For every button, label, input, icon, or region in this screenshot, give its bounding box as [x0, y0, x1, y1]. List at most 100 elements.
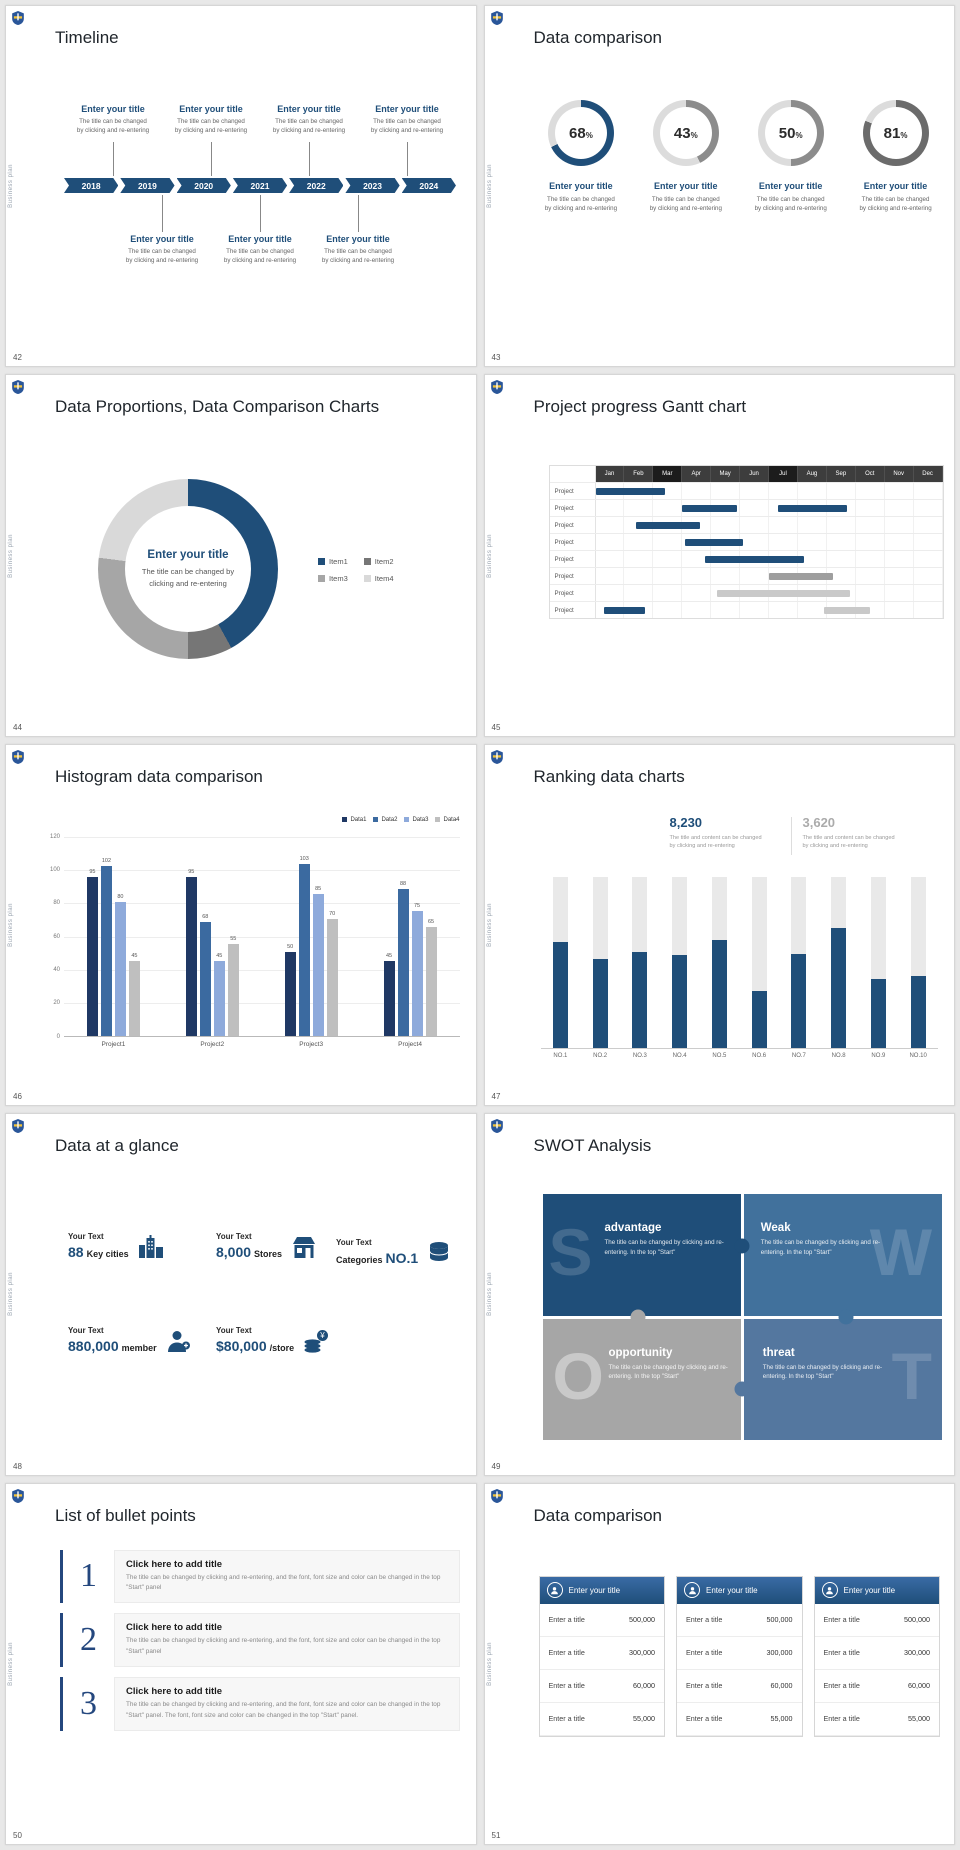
x-axis-label: Project4: [398, 1040, 422, 1048]
gantt-cell: [827, 585, 856, 602]
timeline-connector: [309, 142, 310, 176]
bar: 65: [425, 919, 437, 1036]
x-axis-label: Project3: [299, 1040, 324, 1048]
swot-word: advantage: [604, 1222, 662, 1235]
ranking-column: [739, 876, 779, 1048]
gantt-bar: [635, 522, 700, 530]
gantt-cell: [740, 483, 770, 500]
slide-title: List of bullet points: [55, 1505, 196, 1525]
timeline-entry: Enter your title The title can be changed…: [62, 104, 164, 136]
slide-48-data-at-a-glance[interactable]: Business plan Data at a glance Your Text…: [5, 1113, 477, 1476]
swot-body: The title can be changed by clicking and…: [762, 1363, 883, 1381]
brand-logo-icon: [12, 1119, 24, 1134]
gridline: [64, 903, 460, 905]
swot-body: The title can be changed by clicking and…: [760, 1239, 881, 1256]
bar-groups: 95 102 80 45 95 68 45 55 50 103 85 70 45 88 75 65: [64, 837, 460, 1036]
gantt-cell: [711, 517, 741, 534]
timeline-entry: Enter your title The title can be changed…: [356, 104, 458, 136]
gantt-month: Mar: [653, 466, 683, 483]
x-axis-labels: Project1 Project2 Project3 Project4: [64, 1041, 460, 1048]
gantt-cell: [711, 568, 741, 585]
progress-ring: 81%: [862, 100, 929, 166]
ring-caption-text: by clicking and re-entering: [859, 205, 932, 213]
stat-item: Your Text 88 Key cities: [68, 1232, 164, 1262]
timeline-entry-text: The title can be changed: [275, 118, 343, 125]
slide-42-timeline[interactable]: Business plan Timeline 2018 2019 2020 2021 2…: [5, 5, 477, 368]
slide-51-data-panels[interactable]: Business plan Data comparison Enter your…: [483, 1482, 955, 1845]
swot-word: threat: [762, 1346, 795, 1359]
ranking-label: NO.7: [791, 1052, 806, 1059]
gantt-cell: [885, 534, 914, 551]
legend-swatch: [318, 575, 325, 583]
gantt-cell: [596, 500, 625, 517]
bullet-body: The title can be changed by clicking and…: [126, 1573, 441, 1592]
stat-value-row: 8,000 Stores: [216, 1244, 282, 1262]
stat-unit: Key cities: [86, 1249, 129, 1260]
slide-content: Enter your title The title can be changed…: [6, 375, 476, 735]
panel-row: Enter a title 60,000: [814, 1670, 939, 1703]
swot-body: The title can be changed by clicking and…: [604, 1239, 724, 1256]
panel-row: Enter a title 55,000: [814, 1703, 939, 1736]
bar: 45: [383, 953, 395, 1036]
gantt-cell: [885, 551, 914, 568]
panel-row-label: Enter a title: [548, 1714, 585, 1724]
gantt-cell: [914, 517, 943, 534]
panel-row-label: Enter a title: [548, 1648, 585, 1658]
stat-label: Your Text: [68, 1232, 104, 1242]
bar-value: 88: [400, 881, 407, 888]
panel-row-value: 300,000: [766, 1648, 793, 1658]
panel-row: Enter a title 300,000: [814, 1637, 939, 1670]
timeline-entry-text: by clicking and re-entering: [321, 257, 395, 265]
timeline-year: 2023: [345, 178, 399, 193]
donut-center-text: The title can be changed by: [141, 566, 235, 576]
bar: 55: [227, 936, 239, 1036]
slide-50-bullet-list[interactable]: Business plan List of bullet points 1 Cli…: [5, 1482, 477, 1845]
gantt-month: Aug: [797, 466, 827, 483]
gantt-cell: [798, 602, 827, 619]
timeline-entry-title: Enter your title: [179, 104, 243, 114]
timeline-entry-text: The title can be changed: [226, 248, 294, 255]
slide-47-ranking-chart[interactable]: Business plan Ranking data charts 8,230 T…: [483, 743, 955, 1107]
gantt-cell: [798, 483, 827, 500]
slide-46-histogram[interactable]: Business plan Histogram data comparison …: [5, 743, 477, 1107]
y-axis-label: 60: [53, 933, 60, 940]
panel-header: Enter your title: [677, 1576, 802, 1604]
progress-ring: 68%: [547, 100, 614, 166]
ranking-label: NO.5: [712, 1052, 727, 1059]
gantt-cell: [596, 534, 625, 551]
slide-title: Data comparison: [533, 28, 663, 47]
gantt-cell: [769, 534, 798, 551]
timeline-year: 2022: [289, 178, 343, 193]
panel-row-label: Enter a title: [823, 1615, 860, 1625]
stat-number: $80,000: [216, 1338, 267, 1355]
panel-row-label: Enter a title: [548, 1615, 585, 1625]
slide-45-gantt-chart[interactable]: Business plan Project progress Gantt cha…: [483, 374, 955, 737]
gantt-cell: [827, 568, 856, 585]
bar-track: [831, 876, 847, 1048]
legend-label: Data4: [443, 816, 460, 823]
gantt-month: Nov: [884, 466, 914, 483]
y-axis-label: 100: [49, 867, 60, 874]
slide-43-data-comparison[interactable]: Business plan Data comparison 68% Enter y…: [483, 5, 955, 368]
percent-sign: %: [690, 131, 698, 140]
gantt-month: Jul: [769, 466, 798, 483]
gantt-cell: [827, 551, 856, 568]
bar-track: [592, 876, 608, 1048]
swot-word: Weak: [760, 1222, 791, 1235]
bar: 75: [411, 903, 423, 1036]
stat-label: Your Text: [336, 1238, 372, 1248]
bullet-list: 1 Click here to add title The title can be…: [60, 1549, 460, 1741]
gantt-bar: [682, 505, 738, 513]
bar-value: 68: [202, 914, 209, 921]
gantt-cell: [653, 585, 683, 602]
stat-number: NO.1: [385, 1250, 419, 1267]
gantt-cell: [653, 568, 683, 585]
ring-percent-value: 50: [778, 124, 796, 142]
timeline-entry: Enter your title The title can be changed…: [258, 104, 360, 136]
timeline-entry-text: by clicking and re-entering: [370, 127, 444, 135]
slide-44-donut-chart[interactable]: Business plan Data Proportions, Data Com…: [5, 374, 477, 737]
legend-swatch: [404, 817, 410, 823]
gridline: [64, 936, 460, 938]
panel-row-value: 55,000: [770, 1714, 793, 1724]
